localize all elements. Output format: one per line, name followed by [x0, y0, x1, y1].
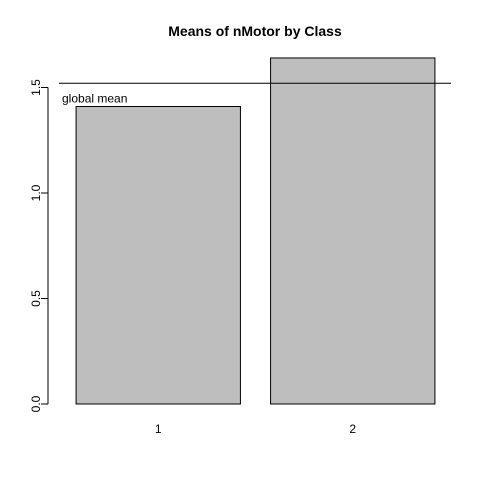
- global-mean-label: global mean: [62, 91, 127, 105]
- chart-title: Means of nMotor by Class: [168, 23, 342, 39]
- bar-2: [270, 57, 436, 405]
- y-tick-label-0: 0.0: [29, 395, 43, 412]
- reference-line-group: global mean: [59, 82, 451, 105]
- x-tick-label-2: 2: [349, 422, 356, 436]
- x-tick-label-1: 1: [155, 422, 162, 436]
- y-axis: 0.0 0.5 1.0 1.5: [29, 79, 49, 412]
- y-tick-label-3: 1.5: [29, 79, 43, 96]
- bars-group: [75, 57, 436, 405]
- bar-1: [75, 105, 241, 405]
- y-tick-label-1: 0.5: [29, 290, 43, 307]
- y-tick-label-2: 1.0: [29, 184, 43, 201]
